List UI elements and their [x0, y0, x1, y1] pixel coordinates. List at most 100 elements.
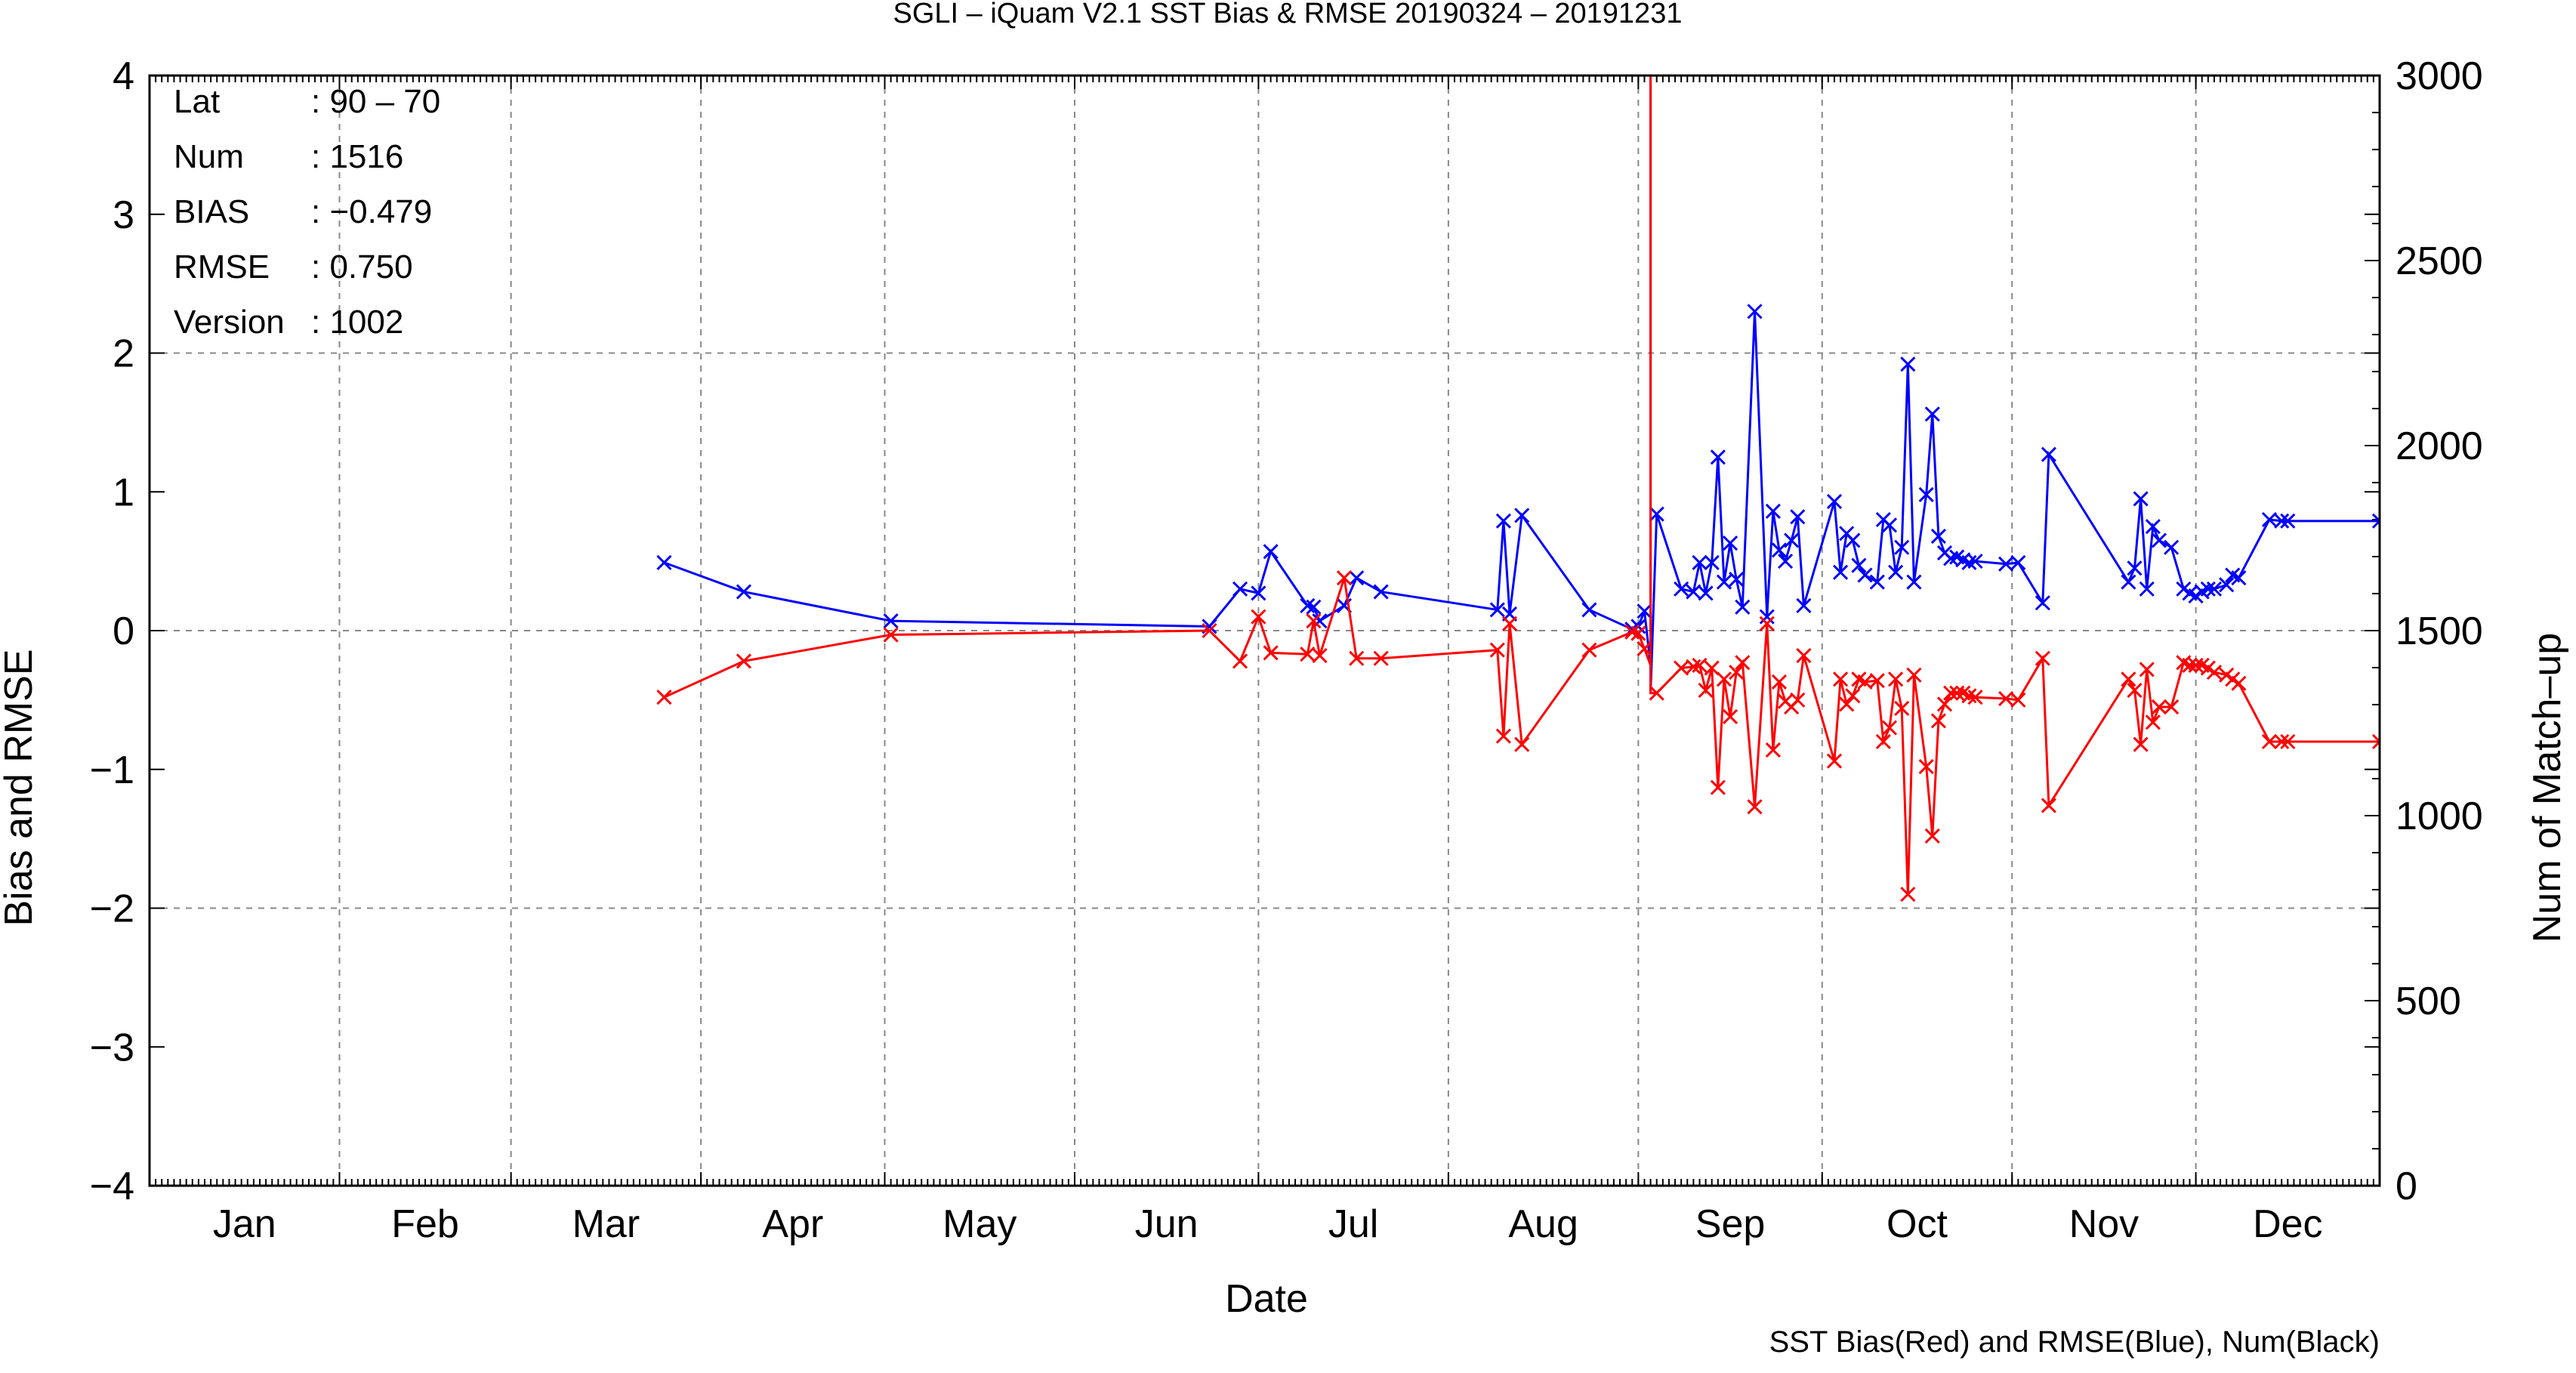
bias-point — [1906, 667, 1922, 683]
bias-point — [1649, 685, 1664, 701]
bias-point — [1930, 713, 1946, 729]
rmse-point — [1704, 554, 1720, 571]
rmse-point — [1716, 574, 1732, 590]
bias-point — [1501, 616, 1518, 631]
rmse-point — [1232, 581, 1248, 597]
bias-point — [1936, 696, 1953, 712]
y-tick-label: −3 — [90, 1026, 134, 1069]
stat-key: Num — [174, 138, 244, 175]
bias-point — [1833, 671, 1849, 687]
rmse-point — [1251, 585, 1266, 601]
stat-key: BIAS — [174, 193, 249, 230]
y2-axis-label: Num of Match–up — [2525, 633, 2569, 943]
rmse-point — [2145, 519, 2161, 535]
bias-point — [1202, 622, 1217, 639]
bias-point — [1998, 690, 2014, 707]
bias-point — [1373, 650, 1389, 666]
rmse-point — [1790, 509, 1806, 525]
rmse-point — [2371, 513, 2380, 529]
rmse-point — [1857, 567, 1873, 583]
bias-point — [1759, 616, 1775, 631]
rmse-point — [1784, 532, 1800, 548]
bias-point — [2041, 798, 2056, 813]
bias-point — [1796, 648, 1812, 664]
stat-key: Lat — [174, 83, 220, 120]
bias-point — [1875, 733, 1891, 750]
rmse-point — [1881, 517, 1898, 533]
bias-point — [1300, 646, 1316, 662]
rmse-point — [1888, 564, 1904, 580]
stat-value: : −0.479 — [311, 193, 432, 230]
rmse-point — [1735, 599, 1751, 615]
bias-point — [1729, 665, 1745, 680]
bias-point — [1949, 685, 1965, 701]
rmse-point — [1924, 406, 1940, 422]
rmse-point — [883, 613, 899, 629]
stat-key: RMSE — [174, 248, 270, 285]
rmse-point — [1778, 554, 1794, 569]
stat-value: : 1002 — [311, 304, 403, 341]
y-tick-label: −2 — [90, 887, 134, 931]
bias-point — [1967, 690, 1983, 705]
bias-point — [1704, 660, 1720, 676]
y2-tick-label: 500 — [2396, 980, 2461, 1023]
rmse-point — [1869, 574, 1885, 590]
bias-point — [2151, 699, 2167, 715]
bias-point — [1857, 674, 1873, 690]
rmse-point — [1845, 532, 1861, 548]
bias-point — [1845, 688, 1861, 704]
rmse-point — [2035, 595, 2050, 611]
x-tick-label: Jun — [1135, 1202, 1199, 1246]
bias-point — [1306, 613, 1322, 629]
y2-tick-label: 3000 — [2396, 54, 2483, 98]
rmse-point — [1373, 584, 1389, 600]
rmse-point — [1967, 554, 1983, 569]
bias-point — [1349, 650, 1365, 666]
x-tick-label: Apr — [762, 1202, 823, 1246]
bias-point — [2206, 665, 2223, 680]
rmse-point — [1686, 584, 1701, 600]
bias-point — [1765, 742, 1781, 758]
rmse-series — [656, 76, 2380, 693]
bias-point — [1839, 696, 1855, 712]
bias-point — [2280, 733, 2296, 750]
stat-key: Version — [174, 304, 285, 341]
rmse-point — [1674, 581, 1689, 597]
rmse-point — [1692, 554, 1708, 571]
bias-point — [656, 690, 672, 705]
bias-point — [1637, 640, 1652, 656]
stat-value: : 1516 — [311, 138, 403, 175]
bias-point — [2188, 657, 2204, 673]
rmse-point — [1894, 539, 1910, 555]
y-tick-label: 0 — [113, 609, 134, 653]
rmse-point — [2231, 570, 2247, 586]
bias-point — [1790, 692, 1806, 708]
rmse-point — [1495, 513, 1511, 529]
rmse-point — [1851, 557, 1867, 573]
bias-point — [1943, 685, 1959, 701]
bias-point — [1918, 759, 1934, 775]
y2-tick-label: 2500 — [2396, 239, 2483, 283]
bias-point — [2371, 733, 2380, 750]
rmse-point — [1833, 564, 1849, 580]
bias-point — [1900, 887, 1916, 902]
rmse-point — [2274, 513, 2290, 529]
bias-point — [2133, 736, 2149, 752]
rmse-point — [1722, 535, 1738, 551]
x-tick-label: May — [942, 1202, 1017, 1246]
x-axis-label: Date — [1225, 1277, 1308, 1321]
rmse-point — [2133, 491, 2149, 507]
bias-point — [1674, 660, 1689, 676]
rmse-point — [2219, 577, 2235, 593]
bias-point — [1692, 657, 1708, 673]
y-axis-label: Bias and RMSE — [0, 649, 41, 926]
rmse-point — [1771, 542, 1788, 558]
bias-point — [1489, 642, 1505, 658]
bias-point — [2274, 733, 2290, 750]
bias-point — [2010, 692, 2026, 708]
rmse-point — [1729, 571, 1745, 588]
bias-point — [2231, 675, 2247, 691]
rmse-point — [2127, 560, 2143, 576]
bias-point — [2139, 662, 2155, 677]
bias-point — [1336, 570, 1353, 586]
